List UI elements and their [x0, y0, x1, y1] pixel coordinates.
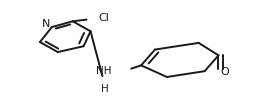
Text: O: O [220, 67, 229, 77]
Text: N: N [42, 19, 50, 29]
Text: H: H [101, 84, 109, 94]
Text: NH: NH [96, 66, 111, 76]
Text: Cl: Cl [99, 13, 109, 23]
